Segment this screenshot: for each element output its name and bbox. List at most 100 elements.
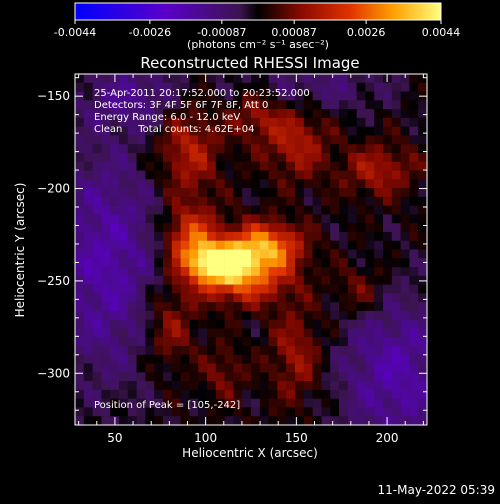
heatmap-cell — [339, 275, 349, 285]
heatmap-cell — [374, 267, 384, 277]
heatmap-cell — [92, 170, 102, 180]
heatmap-cell — [259, 82, 269, 92]
heatmap-cell — [215, 398, 225, 408]
heatmap-cell — [83, 152, 93, 163]
heatmap-cell — [374, 170, 384, 180]
heatmap-cell — [101, 109, 111, 119]
heatmap-cell — [110, 302, 120, 312]
heatmap-cell — [400, 310, 410, 321]
heatmap-cell — [295, 346, 305, 356]
heatmap-cell — [233, 389, 243, 399]
heatmap-cell — [198, 152, 208, 163]
heatmap-cell — [242, 231, 252, 242]
heatmap-cell — [224, 161, 234, 171]
heatmap-cell — [391, 416, 401, 426]
heatmap-cell — [268, 258, 278, 268]
heatmap-cell — [242, 354, 252, 364]
heatmap-cell — [171, 231, 181, 242]
heatmap-cell — [163, 205, 173, 215]
heatmap-cell — [277, 109, 287, 119]
heatmap-cell — [251, 249, 261, 259]
heatmap-cell — [198, 407, 208, 417]
heatmap-cell — [259, 258, 269, 268]
heatmap-cell — [374, 302, 384, 312]
heatmap-cell — [303, 319, 313, 329]
heatmap-cell — [295, 328, 305, 338]
heatmap-cell — [409, 302, 419, 312]
heatmap-cell — [295, 337, 305, 347]
heatmap-cell — [286, 407, 296, 417]
heatmap-cell — [215, 152, 225, 163]
heatmap-cell — [383, 223, 393, 233]
heatmap-cell — [330, 398, 340, 408]
heatmap-cell — [145, 310, 155, 321]
heatmap-cell — [145, 109, 155, 119]
heatmap-cell — [127, 196, 137, 206]
heatmap-cell — [154, 117, 164, 127]
heatmap-cell — [127, 328, 137, 338]
heatmap-cell — [330, 188, 340, 198]
heatmap-cell — [136, 407, 146, 417]
heatmap-cell — [418, 249, 428, 259]
heatmap-cell — [312, 249, 322, 259]
heatmap-cell — [312, 293, 322, 303]
heatmap-cell — [277, 407, 287, 417]
heatmap-cell — [251, 407, 261, 417]
heatmap-cell — [321, 144, 331, 154]
heatmap-cell — [101, 284, 111, 294]
heatmap-cell — [207, 284, 217, 294]
heatmap-cell — [83, 363, 93, 373]
heatmap-cell — [374, 161, 384, 171]
heatmap-cell — [101, 126, 111, 136]
heatmap-cell — [180, 179, 190, 189]
heatmap-cell — [321, 109, 331, 119]
heatmap-cell — [383, 319, 393, 329]
heatmap-cell — [365, 372, 375, 382]
heatmap-cell — [207, 372, 217, 382]
heatmap-cell — [198, 74, 208, 84]
heatmap-cell — [198, 267, 208, 277]
heatmap-cell — [145, 363, 155, 373]
heatmap-cell — [224, 74, 234, 84]
heatmap-cell — [101, 372, 111, 382]
heatmap-cell — [330, 389, 340, 399]
heatmap-cell — [286, 381, 296, 391]
heatmap-cell — [330, 293, 340, 303]
heatmap-cell — [268, 161, 278, 171]
heatmap-cell — [418, 258, 428, 268]
heatmap-cell — [224, 117, 234, 127]
heatmap-cell — [189, 267, 199, 277]
heatmap-cell — [374, 293, 384, 303]
heatmap-cell — [127, 398, 137, 408]
heatmap-cell — [268, 188, 278, 198]
heatmap-cell — [189, 152, 199, 163]
heatmap-cell — [119, 196, 129, 206]
heatmap-cell — [136, 152, 146, 163]
heatmap-cell — [303, 179, 313, 189]
heatmap-cell — [374, 249, 384, 259]
heatmap-cell — [180, 231, 190, 242]
heatmap-cell — [110, 372, 120, 382]
heatmap-cell — [400, 416, 410, 426]
heatmap-cell — [136, 188, 146, 198]
heatmap-cell — [136, 82, 146, 92]
heatmap-cell — [215, 82, 225, 92]
heatmap-cell — [127, 205, 137, 215]
heatmap-cell — [92, 82, 102, 92]
heatmap-cell — [286, 363, 296, 373]
heatmap-cell — [224, 267, 234, 277]
heatmap-cell — [391, 231, 401, 242]
heatmap-cell — [347, 328, 357, 338]
heatmap-cell — [198, 231, 208, 242]
heatmap-cell — [154, 170, 164, 180]
heatmap-cell — [286, 223, 296, 233]
heatmap-cell — [136, 135, 146, 145]
heatmap-cell — [136, 284, 146, 294]
heatmap-cell — [383, 135, 393, 145]
heatmap-cell — [189, 161, 199, 171]
heatmap-cell — [110, 337, 120, 347]
heatmap-cell — [189, 231, 199, 242]
heatmap-cell — [321, 152, 331, 163]
heatmap-cell — [163, 398, 173, 408]
heatmap-cell — [303, 109, 313, 119]
